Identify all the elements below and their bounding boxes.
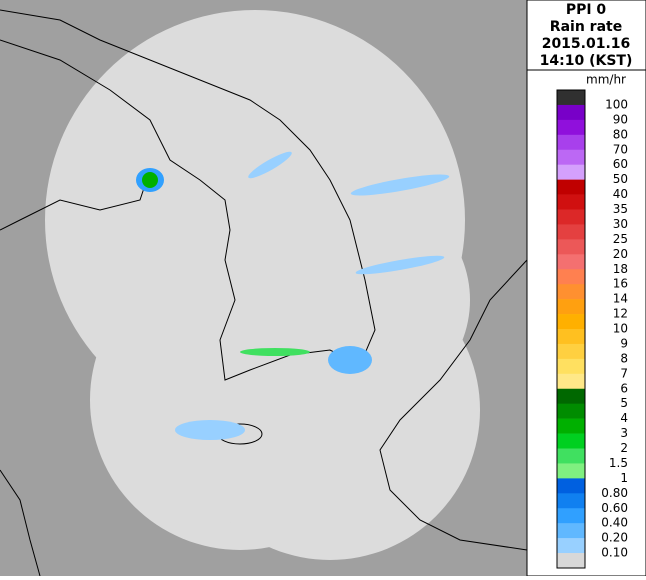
legend-label: 10 xyxy=(613,322,628,336)
legend-label: 2 xyxy=(620,441,628,455)
radar-coverage xyxy=(45,10,480,560)
color-box xyxy=(557,119,585,136)
legend-label: 3 xyxy=(620,426,628,440)
header-line: 2015.01.16 xyxy=(542,36,631,52)
color-box xyxy=(557,478,585,494)
legend: 1009080706050403530252018161412109876543… xyxy=(556,89,628,569)
legend-label: 7 xyxy=(620,366,628,380)
legend-label: 0.80 xyxy=(601,486,628,500)
color-box xyxy=(557,493,585,509)
color-box xyxy=(557,269,585,285)
header-line: 14:10 (KST) xyxy=(540,53,633,69)
color-box xyxy=(557,418,585,434)
color-box xyxy=(557,194,585,210)
legend-label: 50 xyxy=(613,172,628,186)
legend-label: 100 xyxy=(605,97,628,111)
color-box xyxy=(557,388,585,404)
legend-label: 9 xyxy=(620,336,628,350)
legend-label: 4 xyxy=(620,411,628,425)
legend-label: 0.10 xyxy=(601,546,628,560)
legend-label: 6 xyxy=(620,381,628,395)
color-box xyxy=(557,239,585,255)
color-box xyxy=(557,358,585,375)
legend-panel xyxy=(526,0,646,577)
legend-label: 60 xyxy=(613,157,628,171)
color-box xyxy=(557,299,585,315)
legend-unit: mm/hr xyxy=(586,73,626,87)
colorbar-frame xyxy=(556,89,586,569)
legend-label: 80 xyxy=(613,127,628,141)
legend-label: 70 xyxy=(613,142,628,156)
color-box xyxy=(557,433,585,449)
color-box xyxy=(557,343,585,360)
color-box xyxy=(557,508,585,524)
color-box xyxy=(557,134,585,151)
legend-label: 14 xyxy=(613,292,628,306)
color-box xyxy=(557,373,585,390)
legend-label: 16 xyxy=(613,277,628,291)
color-box xyxy=(557,164,585,180)
legend-label: 5 xyxy=(620,396,628,410)
color-box xyxy=(557,329,585,345)
legend-label: 12 xyxy=(613,307,628,321)
header-line: Rain rate xyxy=(550,19,622,35)
rain-echoes xyxy=(136,151,450,440)
color-box xyxy=(557,538,585,554)
legend-label: 0.20 xyxy=(601,531,628,545)
legend-label: 20 xyxy=(613,247,628,261)
color-box xyxy=(557,523,585,539)
header-line: PPI 0 xyxy=(566,2,607,18)
legend-label: 90 xyxy=(613,112,628,126)
coastlines xyxy=(0,9,528,577)
legend-label: 40 xyxy=(613,187,628,201)
color-box xyxy=(557,553,585,569)
color-box xyxy=(557,209,585,225)
color-box xyxy=(557,284,585,300)
legend-label: 18 xyxy=(613,262,628,276)
legend-label: 30 xyxy=(613,217,628,231)
legend-label: 25 xyxy=(613,232,628,246)
color-box xyxy=(557,314,585,330)
legend-label: 8 xyxy=(620,351,628,365)
color-box xyxy=(557,104,585,121)
color-box xyxy=(557,149,585,165)
color-box xyxy=(557,179,585,195)
legend-label: 1.5 xyxy=(609,456,628,470)
legend-label: 1 xyxy=(620,471,628,485)
color-box xyxy=(557,403,585,419)
legend-label: 35 xyxy=(613,202,628,216)
color-box xyxy=(557,254,585,270)
color-box xyxy=(557,463,585,479)
color-box xyxy=(557,90,585,106)
legend-label: 0.60 xyxy=(601,501,628,515)
color-box xyxy=(557,448,585,464)
legend-label: 0.40 xyxy=(601,516,628,530)
color-box xyxy=(557,224,585,240)
